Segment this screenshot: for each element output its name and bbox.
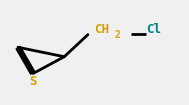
Text: Cl: Cl (146, 23, 161, 36)
Text: 2: 2 (114, 30, 120, 40)
Text: CH: CH (94, 23, 109, 36)
Text: S: S (29, 75, 37, 88)
